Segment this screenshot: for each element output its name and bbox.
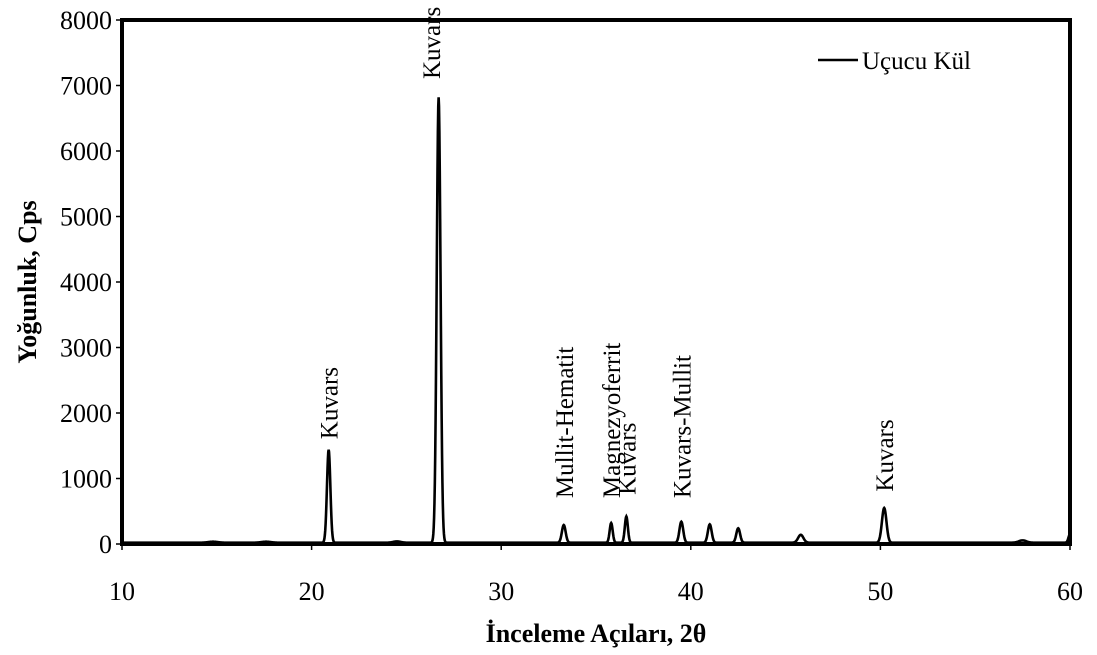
peak-label: Kuvars (872, 419, 899, 491)
x-tick-label: 50 (867, 577, 893, 606)
x-tick-label: 20 (299, 577, 325, 606)
y-tick-label: 0 (99, 530, 112, 559)
legend: Uçucu Kül (818, 48, 971, 75)
y-tick-label: 8000 (60, 6, 112, 35)
x-axis: 10 20 30 40 50 60 (109, 544, 1083, 606)
peak-annotations: Kuvars Kuvars Mullit-Hematit Magnezyoferrit… (317, 7, 900, 498)
y-tick-label: 7000 (60, 72, 112, 101)
y-tick-label: 4000 (60, 268, 112, 297)
peak-label: Mullit-Hematit (552, 347, 579, 498)
series-line-ucucu-kul (122, 97, 1071, 544)
y-tick-label: 5000 (60, 203, 112, 232)
legend-label: Uçucu Kül (862, 48, 971, 75)
peak-label: Kuvars-Mullit (669, 355, 696, 498)
peak-label: Kuvars (317, 367, 344, 439)
y-tick-label: 3000 (60, 334, 112, 363)
y-tick-label: 2000 (60, 399, 112, 428)
y-tick-label: 6000 (60, 137, 112, 166)
x-tick-label: 30 (488, 577, 514, 606)
y-axis-title: Yoğunluk, Cps (13, 200, 42, 363)
x-tick-label: 40 (678, 577, 704, 606)
x-tick-label: 10 (109, 577, 135, 606)
x-tick-label: 60 (1057, 577, 1083, 606)
plot-area (120, 18, 1072, 546)
y-tick-label: 1000 (60, 465, 112, 494)
peak-label: Magnezyoferrit (599, 343, 626, 499)
x-axis-title: İnceleme Açıları, 2θ (486, 619, 707, 648)
peak-label: Kuvars (614, 423, 641, 495)
y-axis: 0 1000 2000 3000 4000 5000 6000 7000 8000 (60, 6, 122, 559)
peak-label: Kuvars (419, 7, 446, 79)
